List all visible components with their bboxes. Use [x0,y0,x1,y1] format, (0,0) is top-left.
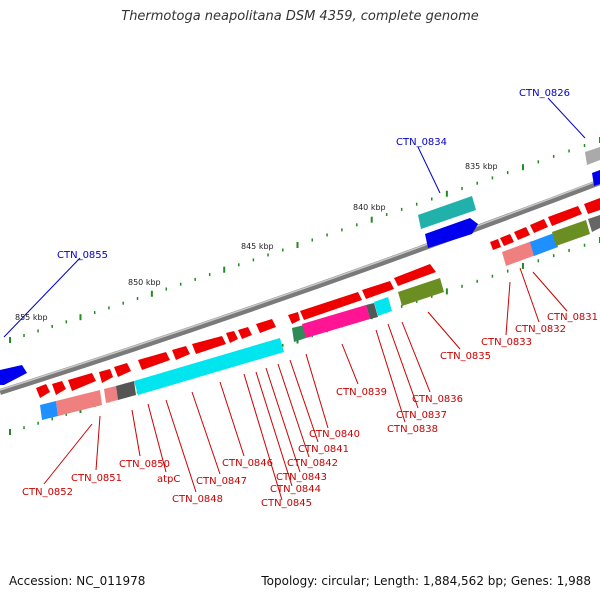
genome-backbone-highlight [0,179,600,391]
block-ctn0839 [302,305,370,338]
block-ctn0851 [56,390,102,416]
gene-label-ctn0839: CTN_0839 [336,387,387,398]
gene-arrow [490,239,501,250]
block-ctn0840-olive [292,325,306,342]
gene-arrow [394,264,436,286]
gene-arrow [68,373,96,391]
gene-label-ctn0826: CTN_0826 [519,88,570,99]
gene-arrow [362,281,394,299]
block-ctn0850 [104,386,118,403]
gene-label-ctn0850: CTN_0850 [119,459,170,470]
gene-arrow [172,346,190,360]
gene-label-ctn0840: CTN_0840 [309,429,360,440]
block-ctn0835 [398,278,444,306]
block-ctn0832 [530,233,558,256]
gene-label-ctn0844: CTN_0844 [270,484,321,495]
gene-label-ctn0842: CTN_0842 [287,458,338,469]
reverse-strand-genes [0,147,600,385]
bottom-leader-lines [43,267,568,501]
gene-label-ctn0841: CTN_0841 [298,444,349,455]
gene-label-ctn0855: CTN_0855 [57,250,108,261]
gene-label-atpc: atpC [157,474,180,485]
gene-label-ctn0852: CTN_0852 [22,487,73,498]
gene-label-ctn0846: CTN_0846 [222,458,273,469]
gene-ctn0826-arrow [592,170,600,186]
gene-arrow [584,198,600,214]
gene-label-ctn0843: CTN_0843 [276,472,327,483]
gene-label-ctn0838: CTN_0838 [387,424,438,435]
gene-arrow [36,384,50,398]
gene-arrow [288,312,300,324]
gene-label-ctn0847: CTN_0847 [196,476,247,487]
gene-arrow [256,319,276,333]
block-ctn0852 [40,401,58,420]
gene-arrow [514,227,530,240]
map-title: Thermotoga neapolitana DSM 4359, complet… [121,9,479,24]
kbp-label-850: 850 kbp [128,278,161,287]
accession-text: Accession: NC_011978 [9,574,146,588]
kbp-label-835: 835 kbp [465,162,498,171]
gene-arrow [300,292,362,320]
gene-label-ctn0845: CTN_0845 [261,498,312,509]
gene-ctn0855-arrow [0,365,27,385]
leader-ctn0855 [3,257,81,338]
gene-label-ctn0834: CTN_0834 [396,137,447,148]
gene-arrow [99,369,113,383]
top-leader-lines [3,97,586,338]
block-right-grey [588,215,600,232]
gene-arrow [500,234,514,246]
gene-arrow [114,363,131,377]
gene-arrow [138,352,170,370]
gene-label-ctn0851: CTN_0851 [71,473,122,484]
gene-label-ctn0831: CTN_0831 [547,312,598,323]
bottom-gene-labels: CTN_0831 CTN_0832 CTN_0833 CTN_0835 CTN_… [22,312,598,509]
gene-label-ctn0837: CTN_0837 [396,410,447,421]
gene-arrow [192,336,226,354]
gene-arrow [548,206,582,226]
gene-ctn0826-grey [585,147,600,165]
block-ctn0833 [502,241,536,266]
block-ctn0837 [374,297,392,316]
block-ctn0831 [552,220,590,246]
genome-backbone [0,179,600,395]
gene-arrow [238,327,252,339]
leader-ctn0834 [417,146,441,194]
feature-blocks [40,215,600,420]
block-ctn0838 [366,303,378,319]
gene-label-ctn0836: CTN_0836 [412,394,463,405]
gene-ctn0834-cyan [418,196,476,229]
gene-label-ctn0832: CTN_0832 [515,324,566,335]
gene-ctn0834-arrow [425,218,478,248]
outer-tick-ring [9,137,600,343]
block-atpc [116,381,136,400]
gene-label-ctn0835: CTN_0835 [440,351,491,362]
kbp-label-840: 840 kbp [353,203,386,212]
leader-ctn0826 [547,97,586,139]
forward-strand-genes [36,198,600,398]
block-ctn0848 [134,338,284,395]
gene-arrow [226,331,238,343]
gene-arrow [530,219,548,233]
kbp-label-855: 855 kbp [15,313,48,322]
kbp-label-845: 845 kbp [241,242,274,251]
topology-text: Topology: circular; Length: 1,884,562 bp… [261,574,591,588]
gene-label-ctn0848: CTN_0848 [172,494,223,505]
gene-label-ctn0833: CTN_0833 [481,337,532,348]
gene-arrow [52,381,66,395]
